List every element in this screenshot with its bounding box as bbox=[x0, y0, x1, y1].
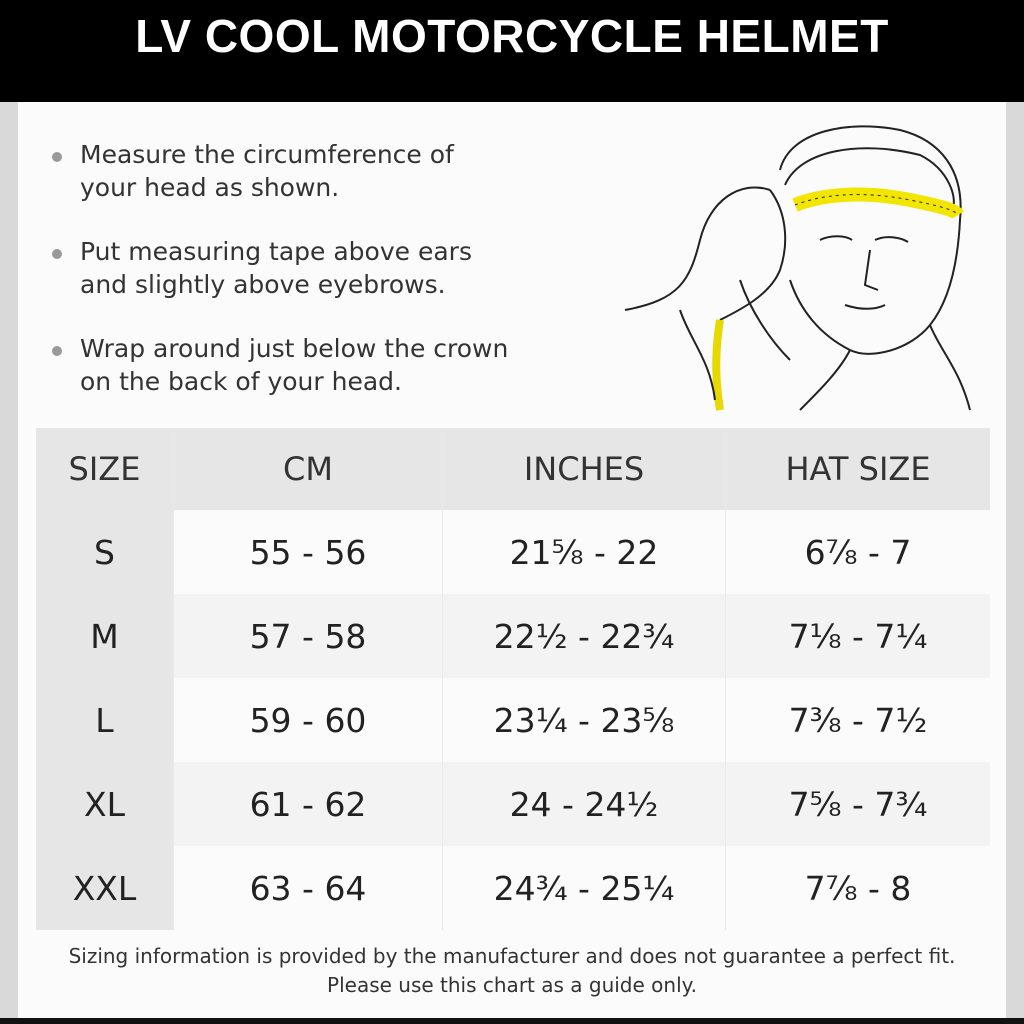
table-row: XL 61 - 62 24 - 24½ 7⅝ - 7¾ bbox=[36, 762, 990, 846]
disclaimer: Sizing information is provided by the ma… bbox=[18, 942, 1006, 1000]
disclaimer-line: Sizing information is provided by the ma… bbox=[68, 944, 956, 968]
instruction-text: on the back of your head. bbox=[80, 367, 402, 396]
bullet-icon bbox=[52, 249, 62, 259]
size-cell: XXL bbox=[36, 846, 174, 930]
cm-cell: 61 - 62 bbox=[174, 762, 443, 846]
instructions-list: Measure the circumference of your head as… bbox=[50, 138, 610, 429]
size-cell: S bbox=[36, 510, 174, 594]
cm-cell: 55 - 56 bbox=[174, 510, 443, 594]
inches-cell: 24¾ - 25¼ bbox=[443, 846, 726, 930]
table-header-row: SIZE CM INCHES HAT SIZE bbox=[36, 428, 990, 510]
table-row: S 55 - 56 21⅝ - 22 6⅞ - 7 bbox=[36, 510, 990, 594]
cm-cell: 59 - 60 bbox=[174, 678, 443, 762]
size-cell: M bbox=[36, 594, 174, 678]
instruction-text: and slightly above eyebrows. bbox=[80, 270, 446, 299]
content-panel bbox=[18, 102, 1006, 1018]
title-banner: LV COOL MOTORCYCLE HELMET bbox=[0, 0, 1024, 102]
cm-cell: 63 - 64 bbox=[174, 846, 443, 930]
inches-cell: 23¼ - 23⅝ bbox=[443, 678, 726, 762]
instruction-item: Put measuring tape above ears and slightl… bbox=[50, 235, 610, 301]
hat-size-cell: 7⅜ - 7½ bbox=[788, 700, 928, 740]
hat-size-cell: 7⅛ - 7¼ bbox=[788, 616, 928, 656]
bullet-icon bbox=[52, 152, 62, 162]
table-row: L 59 - 60 23¼ - 23⅝ 7⅜ - 7½ bbox=[36, 678, 990, 762]
disclaimer-line: Please use this chart as a guide only. bbox=[327, 973, 697, 997]
header-inches: INCHES bbox=[443, 428, 726, 510]
inches-cell: 22½ - 22¾ bbox=[443, 594, 726, 678]
hat-size-cell: 7⅝ - 7¾ bbox=[788, 784, 928, 824]
bottom-border bbox=[0, 1018, 1024, 1024]
hat-size-cell: 6⅞ - 7 bbox=[804, 532, 912, 572]
inches-cell: 24 - 24½ bbox=[443, 762, 726, 846]
bullet-icon bbox=[52, 346, 62, 356]
instruction-text: Measure the circumference of bbox=[80, 140, 454, 169]
header-size: SIZE bbox=[36, 428, 174, 510]
instruction-item: Wrap around just below the crown on the b… bbox=[50, 332, 610, 398]
instruction-text: Wrap around just below the crown bbox=[80, 334, 509, 363]
inches-cell: 21⅝ - 22 bbox=[443, 510, 726, 594]
header-cm: CM bbox=[174, 428, 443, 510]
page-title: LV COOL MOTORCYCLE HELMET bbox=[135, 10, 889, 62]
size-chart-table: SIZE CM INCHES HAT SIZE S 55 - 56 21⅝ - 22… bbox=[36, 428, 990, 930]
size-cell: L bbox=[36, 678, 174, 762]
table-row: M 57 - 58 22½ - 22¾ 7⅛ - 7¼ bbox=[36, 594, 990, 678]
table-row: XXL 63 - 64 24¾ - 25¼ 7⅞ - 8 bbox=[36, 846, 990, 930]
cm-cell: 57 - 58 bbox=[174, 594, 443, 678]
instruction-text: Put measuring tape above ears bbox=[80, 237, 472, 266]
size-cell: XL bbox=[36, 762, 174, 846]
instruction-item: Measure the circumference of your head as… bbox=[50, 138, 610, 204]
hat-size-cell: 7⅞ - 8 bbox=[804, 868, 912, 908]
instruction-text: your head as shown. bbox=[80, 173, 340, 202]
header-hat-size: HAT SIZE bbox=[785, 450, 931, 488]
head-measuring-tape-illustration bbox=[624, 125, 971, 411]
